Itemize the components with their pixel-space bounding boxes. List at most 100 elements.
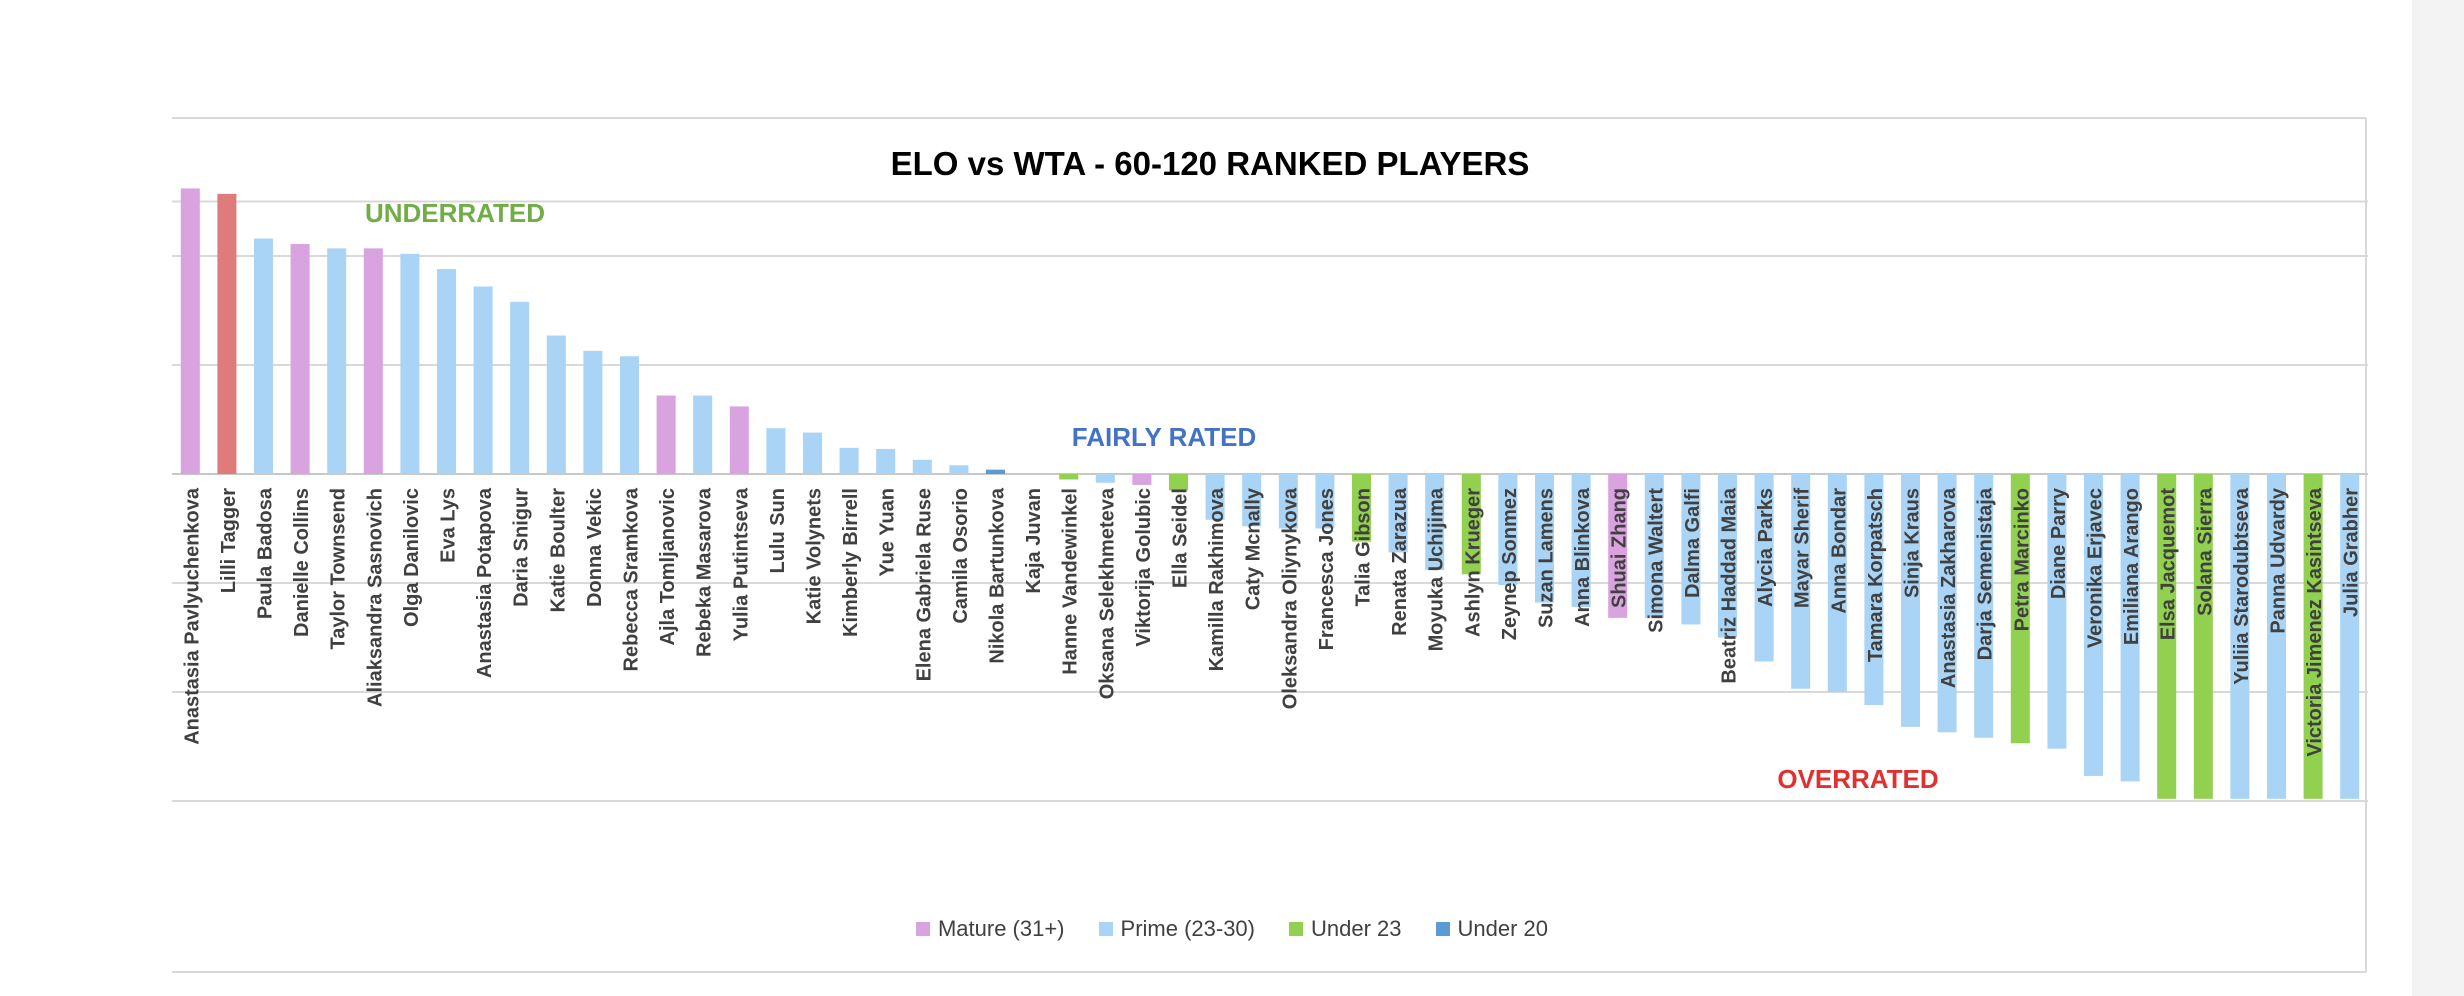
category-label: Oksana Selekhmeteva: [1096, 487, 1118, 699]
category-label: Elena Gabriela Ruse: [913, 488, 935, 681]
category-label: Anna Bondar: [1828, 488, 1850, 614]
category-label: Petra Marcinko: [2011, 488, 2033, 631]
bar: [2193, 474, 2213, 799]
legend-label: Prime (23-30): [1120, 916, 1255, 941]
bar: [2340, 474, 2360, 799]
bar: [1644, 474, 1664, 618]
category-label: Lilli Tagger: [218, 488, 240, 593]
category-label: Ella Seidel: [1170, 488, 1192, 588]
annotations: UNDERRATED FAIRLY RATED OVERRATED: [365, 198, 1939, 794]
bar: [217, 193, 237, 474]
category-label: Beatriz Haddad Maia: [1719, 487, 1741, 683]
category-label: Moyuka Uchijima: [1426, 487, 1448, 651]
category-label: Yuliia Starodubtseva: [2231, 487, 2253, 685]
category-label: Camila Osorio: [950, 488, 972, 624]
category-label: Alycia Parks: [1755, 488, 1777, 607]
category-label: Olga Danilovic: [401, 488, 423, 627]
category-label: Danielle Collins: [291, 488, 313, 637]
category-label: Yulia Putintseva: [730, 487, 752, 641]
bar: [1754, 474, 1774, 662]
category-label: Daria Snigur: [511, 488, 533, 607]
bar: [729, 406, 749, 474]
category-label: Talia Gibson: [1353, 488, 1375, 607]
bar: [839, 447, 859, 474]
category-label: Shuai Zhang: [1609, 488, 1631, 608]
legend-entry: Mature (31+): [915, 916, 1065, 942]
legend-swatch: [1435, 922, 1450, 936]
bar: [473, 286, 493, 474]
category-label: Suzan Lamens: [1536, 488, 1558, 628]
category-label: Katie Boulter: [547, 488, 569, 613]
category-label: Dalma Galfi: [1682, 488, 1704, 598]
bar: [1900, 474, 1921, 727]
bar: [2083, 474, 2104, 776]
legend-swatch: [915, 922, 930, 936]
bar: [546, 335, 566, 474]
bar: [2266, 474, 2287, 799]
bar: [1717, 474, 1738, 638]
bar: [619, 356, 640, 474]
bar: [2010, 474, 2030, 744]
category-label: Rebecca Sramkova: [621, 487, 643, 671]
bar: [436, 269, 457, 474]
category-label: Kimberly Birrell: [840, 488, 862, 637]
bar: [2120, 474, 2140, 782]
category-label: Solana Sierra: [2194, 487, 2216, 616]
category-label: Caty Mcnally: [1243, 487, 1265, 610]
bar: [985, 469, 1006, 474]
bar: [1095, 474, 1115, 483]
bar: [180, 188, 200, 475]
gridlines: [172, 200, 2368, 802]
annotation-label: OVERRATED: [1777, 764, 1938, 794]
category-label: Darja Semenistaja: [1975, 487, 1997, 660]
bar: [400, 253, 420, 474]
category-label: Nikola Bartunkova: [987, 487, 1009, 663]
category-label: Paula Badosa: [255, 487, 277, 619]
category-label: Anastasia Potapova: [474, 487, 496, 678]
bar: [1425, 474, 1445, 570]
bar: [1974, 474, 1994, 738]
category-label: Anastasia Zakharova: [1938, 487, 1960, 688]
category-label: Donna Vekic: [584, 488, 606, 607]
bar: [2230, 474, 2250, 799]
bar: [1132, 474, 1152, 485]
bar: [1937, 474, 1957, 733]
legend-label: Under 20: [1457, 916, 1549, 941]
bar: [1315, 474, 1335, 529]
bar: [2157, 474, 2177, 799]
bar: [363, 248, 383, 474]
category-label: Yue Yuan: [877, 488, 899, 577]
category-label: Simona Waltert: [1645, 488, 1667, 633]
category-label: Tamara Korpatsch: [1865, 488, 1887, 662]
bar: [1059, 474, 1079, 480]
category-label: Eva Lys: [438, 488, 460, 563]
category-label: Viktorija Golubic: [1133, 488, 1155, 647]
category-label: Rebeka Masarova: [694, 487, 716, 657]
legend-entry: Prime (23-30): [1098, 916, 1255, 942]
category-label: Veronika Erjavec: [2085, 488, 2107, 648]
bar: [949, 465, 969, 474]
bar: [1608, 474, 1628, 618]
bar: [510, 301, 530, 474]
category-label: Anastasia Pavlyuchenkova: [181, 487, 203, 745]
category-label: Anna Blinkova: [1572, 487, 1594, 627]
bar: [802, 432, 823, 474]
bar: [1827, 474, 1847, 692]
category-label: Aliaksandra Sasnovich: [364, 488, 386, 707]
legend-label: Mature (31+): [937, 916, 1065, 941]
bars: [180, 188, 2360, 799]
bar: [1498, 474, 1518, 586]
category-label: Mayar Sherif: [1792, 488, 1814, 608]
bar: [766, 428, 786, 474]
legend: Mature (31+) Prime (23-30) Under 23 Under 2…: [0, 916, 2464, 942]
category-label: Taylor Townsend: [328, 488, 350, 650]
annotation-label: UNDERRATED: [365, 198, 545, 228]
bar: [693, 395, 713, 474]
bar: [253, 238, 274, 474]
bar: [1168, 474, 1189, 491]
category-label: Oleksandra Oliynykova: [1279, 487, 1301, 709]
category-label: Elsa Jacquemot: [2158, 488, 2180, 641]
bar: [1242, 474, 1262, 527]
bar: [912, 459, 932, 474]
